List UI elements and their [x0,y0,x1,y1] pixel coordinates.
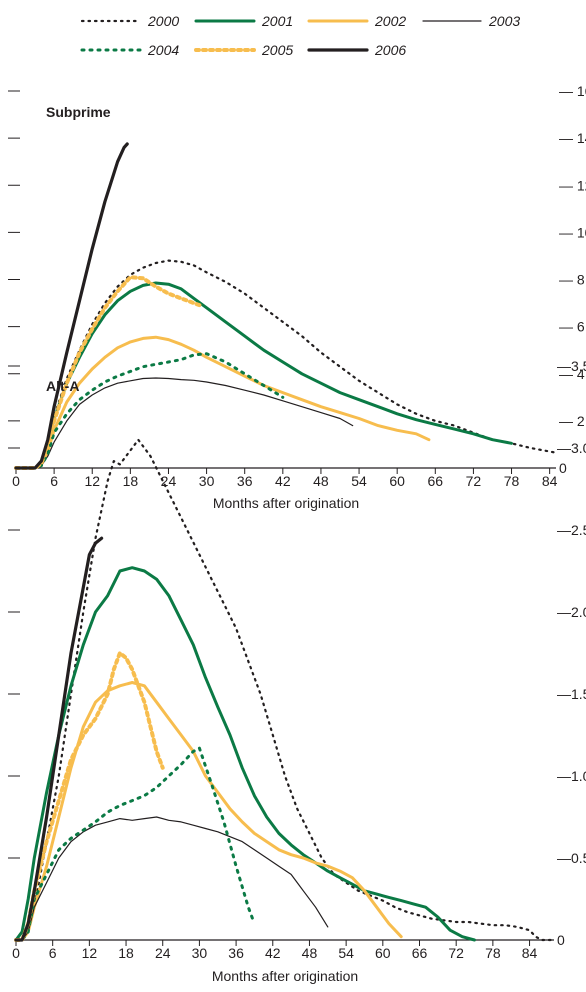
x-tick-label: 60 [375,945,391,961]
x-tick-label: 36 [228,945,244,961]
x-tick-label: 72 [448,945,464,961]
legend-label-2006: 2006 [374,42,406,58]
y-tick-label: — 14 [559,130,586,146]
y-tick-label: —1.5 [557,686,586,702]
x-tick-label: 18 [123,473,139,489]
y-tick-label: 0 [557,932,565,948]
x-axis-title: Months after origination [212,968,358,984]
y-tick-label: —2.0 [557,604,586,620]
x-tick-label: 12 [84,473,100,489]
y-tick-label: — 10 [559,224,586,240]
y-tick-label: — 16 [559,83,586,99]
x-tick-label: 0 [12,473,20,489]
y-tick-label: — 8 [559,272,585,288]
y-tick-label: —3.0 [557,440,586,456]
x-tick-label: 6 [50,473,58,489]
x-tick-label: 66 [428,473,444,489]
series-line-2004 [14,746,256,942]
y-tick-label: — 6 [559,319,585,335]
x-tick-label: 48 [313,473,329,489]
series-line-2001 [14,281,513,470]
x-tick-label: 60 [389,473,405,489]
x-axis-title: Months after origination [213,495,359,511]
x-tick-label: 78 [485,945,501,961]
x-tick-label: 54 [338,945,354,961]
x-tick-label: 66 [412,945,428,961]
y-tick-label: —1.0 [557,768,586,784]
series-line-2001 [14,566,476,942]
x-tick-label: 54 [351,473,367,489]
series-line-2004 [14,352,285,470]
x-tick-label: 6 [49,945,57,961]
legend-label-2002: 2002 [374,13,406,29]
panel-title: Subprime [46,104,111,120]
x-tick-label: 42 [265,945,281,961]
chart-panel-alt-a: 06121824303642485460667278840—0.5—1.0—1.… [8,358,586,984]
y-tick-label: —2.5 [557,522,586,538]
x-tick-label: 72 [466,473,482,489]
x-tick-label: 36 [237,473,253,489]
panel-title: Alt-A [46,378,79,394]
series-line-2006 [14,142,129,470]
series-line-2006 [14,536,104,942]
legend-label-2003: 2003 [488,13,520,29]
y-tick-label: — 2 [559,413,585,429]
series-line-2000 [14,259,558,470]
series-line-2000 [14,438,556,942]
chart-panel-subprime: 0 6 12 18 24 30 36 42 48 54 60 66 72 78 840— 2— 4— 6— … [8,83,586,511]
chart-legend: 2000 2001 2002 2003 2004 2005 2006 [80,13,520,58]
y-tick-label: —0.5 [557,850,586,866]
x-tick-label: 30 [199,473,215,489]
y-tick-label: —3.5 [557,358,586,374]
series-line-2003 [15,816,329,941]
legend-label-2001: 2001 [261,13,293,29]
legend-label-2004: 2004 [147,42,179,58]
legend-label-2000: 2000 [147,13,179,29]
series-line-2005 [14,275,203,470]
series-line-2002 [14,335,431,470]
y-tick-label: — 12 [559,177,586,193]
x-tick-label: 48 [302,945,318,961]
x-tick-label: 30 [192,945,208,961]
x-tick-label: 0 [12,945,20,961]
y-tick-label: 0 [559,460,567,476]
x-tick-label: 42 [275,473,291,489]
series-line-2003 [15,377,354,469]
x-tick-label: 12 [82,945,98,961]
series-line-2002 [14,681,403,942]
x-tick-label: 18 [118,945,134,961]
x-tick-label: 84 [522,945,538,961]
legend-label-2005: 2005 [261,42,293,58]
x-tick-label: 24 [155,945,171,961]
x-tick-label: 84 [542,473,558,489]
y-tick-label: — 4 [559,366,585,382]
x-tick-label: 78 [504,473,520,489]
